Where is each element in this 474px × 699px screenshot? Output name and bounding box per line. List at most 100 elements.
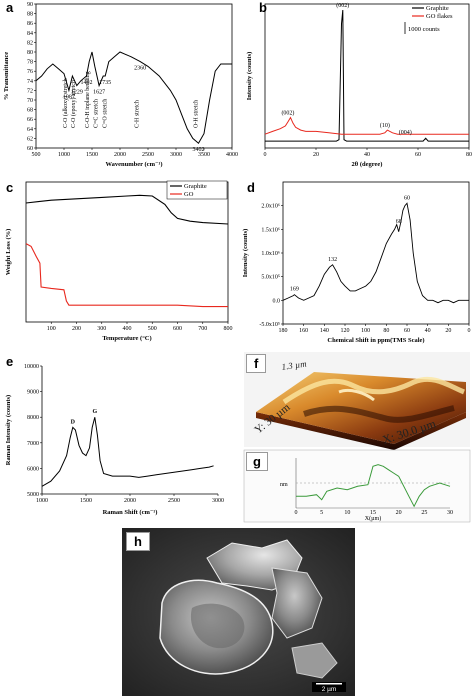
profile-xtick-label: 15 bbox=[370, 510, 376, 516]
profile-xtick-label: 10 bbox=[344, 510, 350, 516]
ftir-ytick-label: 82 bbox=[27, 40, 33, 46]
ftir-xtick-label: 1500 bbox=[86, 152, 98, 158]
tga-xtick-label: 400 bbox=[123, 326, 132, 332]
ftir-band-label: C-O-H inplane bending bbox=[85, 71, 91, 128]
sem-flake-right bbox=[271, 567, 323, 639]
tga-xtick-label: 100 bbox=[47, 326, 56, 332]
raman-peak-label: G bbox=[92, 409, 97, 415]
panel-b-xrd: b 0 20 40 60 80 (002) (002) (10) (004) Graphite GO… bbox=[237, 0, 474, 175]
xrd-x-axis-label: 2θ (degree) bbox=[352, 161, 383, 168]
afm-z-label: 1.3 µm bbox=[281, 359, 308, 372]
ftir-ytick-label: 80 bbox=[27, 50, 33, 56]
ftir-chart: 500 1000 1500 2000 2500 3000 3500 4000 60 62 64 66 6… bbox=[3, 2, 238, 168]
ftir-ytick-label: 86 bbox=[27, 21, 33, 27]
ftir-xtick-label: 2000 bbox=[114, 152, 126, 158]
tga-series-line bbox=[25, 243, 228, 308]
profile-background bbox=[243, 449, 471, 523]
nmr-peak-label: 132 bbox=[328, 257, 337, 263]
tga-y-axis-label: Weight Loss (%) bbox=[5, 229, 12, 276]
tga-xtick-label: 700 bbox=[198, 326, 207, 332]
xrd-peak-label: (004) bbox=[399, 129, 412, 136]
sem-flake-fold bbox=[190, 603, 245, 649]
panel-label-g: g bbox=[246, 452, 268, 471]
ftir-x-axis-label: Wavenumber (cm⁻¹) bbox=[105, 161, 162, 168]
panel-f-afm: f 1.3 µm Y: 30 µm X: 30.0 µm bbox=[244, 352, 470, 450]
raman-ytick-label: 5000 bbox=[27, 492, 39, 498]
xrd-series-line bbox=[264, 116, 469, 135]
tga-xtick-label: 300 bbox=[97, 326, 106, 332]
ftir-ytick-label: 66 bbox=[27, 117, 33, 123]
nmr-ytick-label: 5.0x10⁵ bbox=[261, 275, 280, 281]
height-profile-chart: 0 5 10 15 20 25 30 nm X(µm) bbox=[243, 449, 471, 523]
panel-c-tga: c 100 200 300 400 500 600 700 800 Graphite GO Temp… bbox=[0, 178, 237, 348]
ftir-peak-label: 1627 bbox=[93, 90, 105, 96]
panel-e-raman: e 1000 1500 2000 2500 3000 5000 6000 7000 8000 90… bbox=[0, 352, 237, 522]
nmr-xtick-label: 20 bbox=[445, 328, 451, 334]
profile-y-axis-label: nm bbox=[280, 482, 288, 488]
afm-highlight bbox=[338, 388, 375, 402]
nmr-chart: 180 160 140 120 100 80 60 40 20 0 -5.0x10⁵ 0.0 5.0x1… bbox=[242, 181, 471, 344]
xrd-peak-label: (002) bbox=[336, 2, 349, 9]
ftir-ytick-label: 60 bbox=[27, 146, 33, 152]
nmr-xtick-label: 0 bbox=[468, 328, 471, 334]
ftir-peak-label: 2360 bbox=[134, 66, 146, 72]
raman-xtick-label: 3000 bbox=[212, 498, 224, 504]
afm-surface-image: 1.3 µm Y: 30 µm X: 30.0 µm bbox=[252, 359, 466, 450]
raman-ytick-label: 8000 bbox=[27, 415, 39, 421]
ftir-ytick-label: 90 bbox=[27, 2, 33, 8]
ftir-spectrum-line bbox=[35, 51, 232, 144]
nmr-peak-label: 60 bbox=[404, 195, 410, 201]
tga-legend-label: GO bbox=[184, 191, 194, 198]
ftir-xtick-label: 4000 bbox=[226, 152, 238, 158]
raman-peak-label: D bbox=[71, 419, 76, 425]
nmr-peak-label: 68 bbox=[396, 219, 402, 225]
panel-g-profile: g 0 5 10 15 20 25 30 nm X(µm) bbox=[243, 449, 471, 523]
afm-base-side bbox=[256, 412, 466, 450]
nmr-ytick-label: 1.0x10⁶ bbox=[261, 251, 280, 257]
profile-xtick-label: 5 bbox=[320, 510, 323, 516]
raman-y-axis-label: Raman Intensity (counts) bbox=[5, 395, 12, 465]
nmr-xtick-label: 40 bbox=[425, 328, 431, 334]
afm-shadow bbox=[303, 405, 455, 423]
xrd-legend-label: Graphite bbox=[426, 5, 449, 12]
ftir-ytick-label: 78 bbox=[27, 60, 33, 66]
nmr-plot-frame bbox=[282, 181, 470, 325]
raman-ytick-label: 9000 bbox=[27, 390, 39, 396]
ftir-plot-frame bbox=[35, 3, 233, 149]
profile-xtick-label: 0 bbox=[295, 510, 298, 516]
ftir-xtick-label: 500 bbox=[32, 152, 41, 158]
nmr-peak-label: 169 bbox=[290, 287, 299, 293]
xrd-xtick-label: 60 bbox=[415, 152, 421, 158]
nmr-xtick-label: 120 bbox=[341, 328, 350, 334]
tga-xtick-label: 200 bbox=[72, 326, 81, 332]
ftir-peak-label: 1735 bbox=[99, 80, 111, 86]
profile-xtick-label: 20 bbox=[396, 510, 402, 516]
ftir-band-label: C=O stretch bbox=[103, 99, 109, 128]
ftir-band-label: C=C stretch bbox=[94, 99, 100, 128]
sem-image: 2 µm bbox=[122, 528, 355, 696]
raman-spectrum-line bbox=[41, 417, 214, 487]
nmr-ytick-label: 0.0 bbox=[273, 298, 281, 304]
xrd-xtick-label: 80 bbox=[466, 152, 472, 158]
ftir-ytick-label: 64 bbox=[27, 127, 33, 133]
ftir-band-label: O-H stretch bbox=[193, 100, 199, 128]
tga-xtick-label: 800 bbox=[224, 326, 233, 332]
ftir-ytick-label: 72 bbox=[27, 88, 33, 94]
tga-xtick-label: 500 bbox=[148, 326, 157, 332]
ftir-ytick-label: 70 bbox=[27, 98, 33, 104]
sem-scalebar-label: 2 µm bbox=[322, 686, 337, 693]
profile-xtick-label: 25 bbox=[421, 510, 427, 516]
nmr-ytick-label: 1.5x10⁶ bbox=[261, 227, 280, 233]
raman-xtick-label: 2000 bbox=[124, 498, 136, 504]
panel-h-sem: 2 µm h bbox=[122, 528, 355, 696]
xrd-legend-label: GO flakes bbox=[426, 13, 453, 20]
ftir-ytick-label: 76 bbox=[27, 69, 33, 75]
ftir-xtick-label: 1000 bbox=[58, 152, 70, 158]
nmr-xtick-label: 160 bbox=[299, 328, 308, 334]
tga-plot-frame bbox=[25, 181, 229, 323]
ftir-peak-label: 1402 bbox=[81, 80, 93, 86]
ftir-band-label: C-H stretch bbox=[134, 100, 140, 128]
ftir-xtick-label: 3000 bbox=[170, 152, 182, 158]
